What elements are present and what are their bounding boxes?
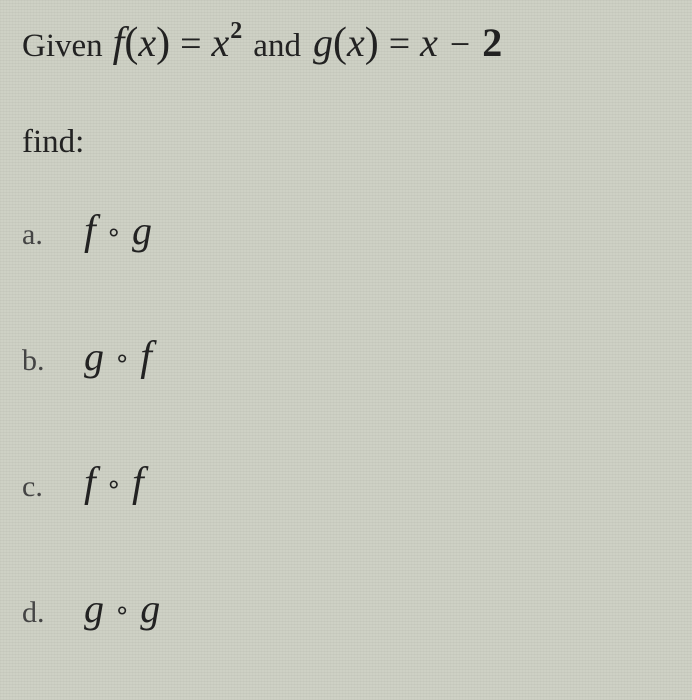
- compose-op: ∘: [104, 596, 140, 626]
- item-right: g: [132, 207, 152, 254]
- equals: =: [170, 22, 211, 68]
- item-b: b. g ∘ f: [22, 333, 670, 381]
- item-c: c. f ∘ f: [22, 459, 670, 507]
- compose-op: ∘: [96, 470, 132, 500]
- g-rhs-x: x: [420, 19, 438, 67]
- close-paren: ): [156, 18, 170, 68]
- f-rhs-base: x: [212, 19, 230, 67]
- given-prefix: Given: [22, 27, 103, 67]
- equals-2: =: [379, 22, 420, 68]
- item-left: f: [84, 459, 96, 507]
- close-paren-2: ): [365, 18, 379, 68]
- item-marker: c.: [22, 470, 84, 504]
- item-right: g: [140, 585, 160, 632]
- given-line: Given f ( x ) = x 2 and g ( x ) = x − 2: [22, 18, 670, 68]
- f-name: f: [113, 18, 125, 68]
- item-right: f: [140, 333, 152, 381]
- minus: −: [438, 23, 482, 66]
- item-d: d. g ∘ g: [22, 585, 670, 632]
- g-arg: x: [347, 19, 365, 67]
- item-marker: a.: [22, 218, 84, 252]
- item-marker: d.: [22, 596, 84, 630]
- f-arg: x: [138, 19, 156, 67]
- item-marker: b.: [22, 344, 84, 378]
- item-left: g: [84, 585, 104, 632]
- g-rhs-const: 2: [482, 19, 502, 67]
- and-word: and: [241, 27, 313, 67]
- item-right: f: [132, 459, 144, 507]
- open-paren-2: (: [333, 18, 347, 68]
- item-list: a. f ∘ g b. g ∘ f c. f ∘ f d. g ∘ g: [22, 207, 670, 632]
- find-label: find:: [22, 124, 670, 161]
- item-left: f: [84, 207, 96, 255]
- f-rhs-exp: 2: [230, 17, 242, 46]
- compose-op: ∘: [96, 218, 132, 248]
- item-left: g: [84, 333, 104, 380]
- compose-op: ∘: [104, 344, 140, 374]
- g-name: g: [313, 19, 333, 67]
- open-paren: (: [124, 18, 138, 68]
- item-a: a. f ∘ g: [22, 207, 670, 255]
